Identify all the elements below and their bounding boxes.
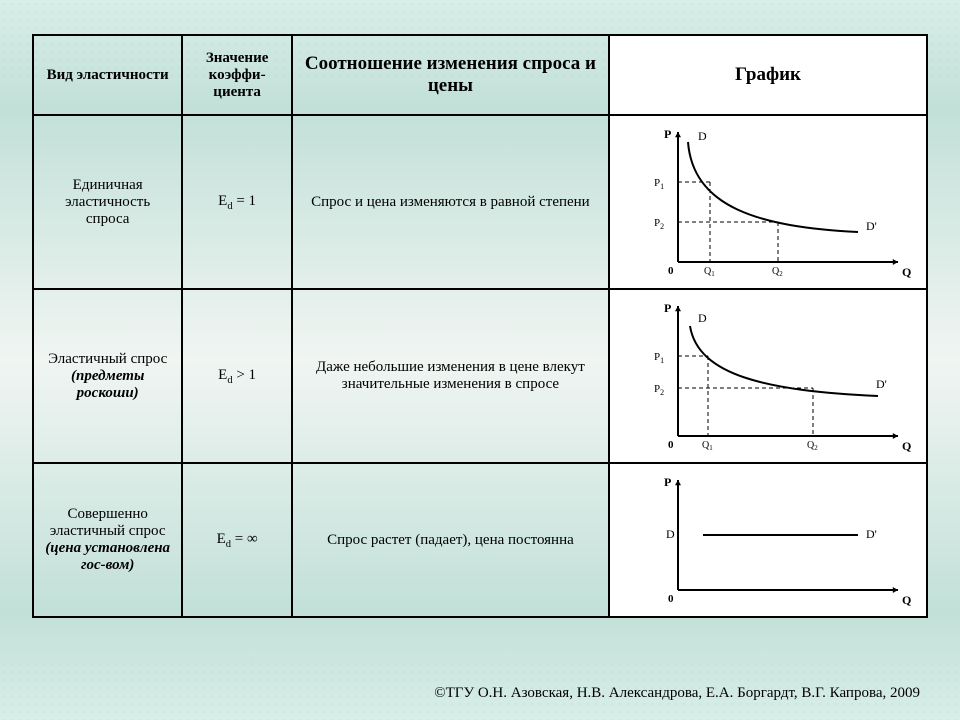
- svg-text:P2: P2: [654, 383, 664, 397]
- svg-text:D: D: [698, 311, 707, 325]
- cell-chart: P Q 0 P1 P2 Q1 Q2 D D': [609, 115, 927, 289]
- svg-text:Q: Q: [902, 265, 911, 279]
- cell-coef: Ed = 1: [182, 115, 292, 289]
- svg-text:Q1: Q1: [704, 266, 715, 278]
- svg-text:Q2: Q2: [772, 266, 783, 278]
- svg-text:P: P: [664, 475, 671, 489]
- table-row: Эластичный спрос (предметы роскоши)Ed > …: [33, 289, 927, 463]
- svg-text:Q1: Q1: [702, 440, 713, 452]
- svg-text:D': D': [866, 219, 877, 233]
- cell-coef: Ed = ∞: [182, 463, 292, 617]
- cell-type: Единичная эластичность спроса: [33, 115, 182, 289]
- svg-text:P: P: [664, 127, 671, 141]
- svg-text:P2: P2: [654, 217, 664, 231]
- svg-text:P1: P1: [654, 177, 664, 191]
- cell-type: Совершенно эластичный спрос (цена устано…: [33, 463, 182, 617]
- svg-text:D: D: [698, 129, 707, 143]
- svg-text:P: P: [664, 301, 671, 315]
- cell-coef: Ed > 1: [182, 289, 292, 463]
- svg-text:0: 0: [668, 439, 674, 451]
- svg-text:Q: Q: [902, 593, 911, 607]
- elasticity-table: Вид эластичности Значение коэффи-циента …: [32, 34, 928, 618]
- svg-text:D': D': [866, 527, 877, 541]
- header-chart: График: [609, 35, 927, 115]
- header-coef: Значение коэффи-циента: [182, 35, 292, 115]
- cell-desc: Спрос растет (падает), цена постоянна: [292, 463, 609, 617]
- cell-desc: Спрос и цена изменяются в равной степени: [292, 115, 609, 289]
- cell-chart: P Q 0 D D': [609, 463, 927, 617]
- svg-text:Q2: Q2: [807, 440, 818, 452]
- svg-text:0: 0: [668, 593, 674, 605]
- svg-text:0: 0: [668, 265, 674, 277]
- svg-text:Q: Q: [902, 439, 911, 453]
- table-row: Единичная эластичность спросаEd = 1Спрос…: [33, 115, 927, 289]
- chart-svg: P Q 0 P1 P2 Q1 Q2 D D': [618, 122, 918, 282]
- header-row: Вид эластичности Значение коэффи-циента …: [33, 35, 927, 115]
- cell-chart: P Q 0 P1 P2 Q1 Q2 D D': [609, 289, 927, 463]
- cell-type: Эластичный спрос (предметы роскоши): [33, 289, 182, 463]
- chart-svg: P Q 0 P1 P2 Q1 Q2 D D': [618, 296, 918, 456]
- svg-text:D: D: [666, 527, 675, 541]
- header-desc: Соотношение изменения спроса и цены: [292, 35, 609, 115]
- table-row: Совершенно эластичный спрос (цена устано…: [33, 463, 927, 617]
- footer-copyright: ©ТГУ О.Н. Азовская, Н.В. Александрова, Е…: [434, 685, 920, 702]
- header-type: Вид эластичности: [33, 35, 182, 115]
- svg-text:P1: P1: [654, 351, 664, 365]
- cell-desc: Даже небольшие изменения в цене влекут з…: [292, 289, 609, 463]
- svg-text:D': D': [876, 377, 887, 391]
- chart-svg: P Q 0 D D': [618, 470, 918, 610]
